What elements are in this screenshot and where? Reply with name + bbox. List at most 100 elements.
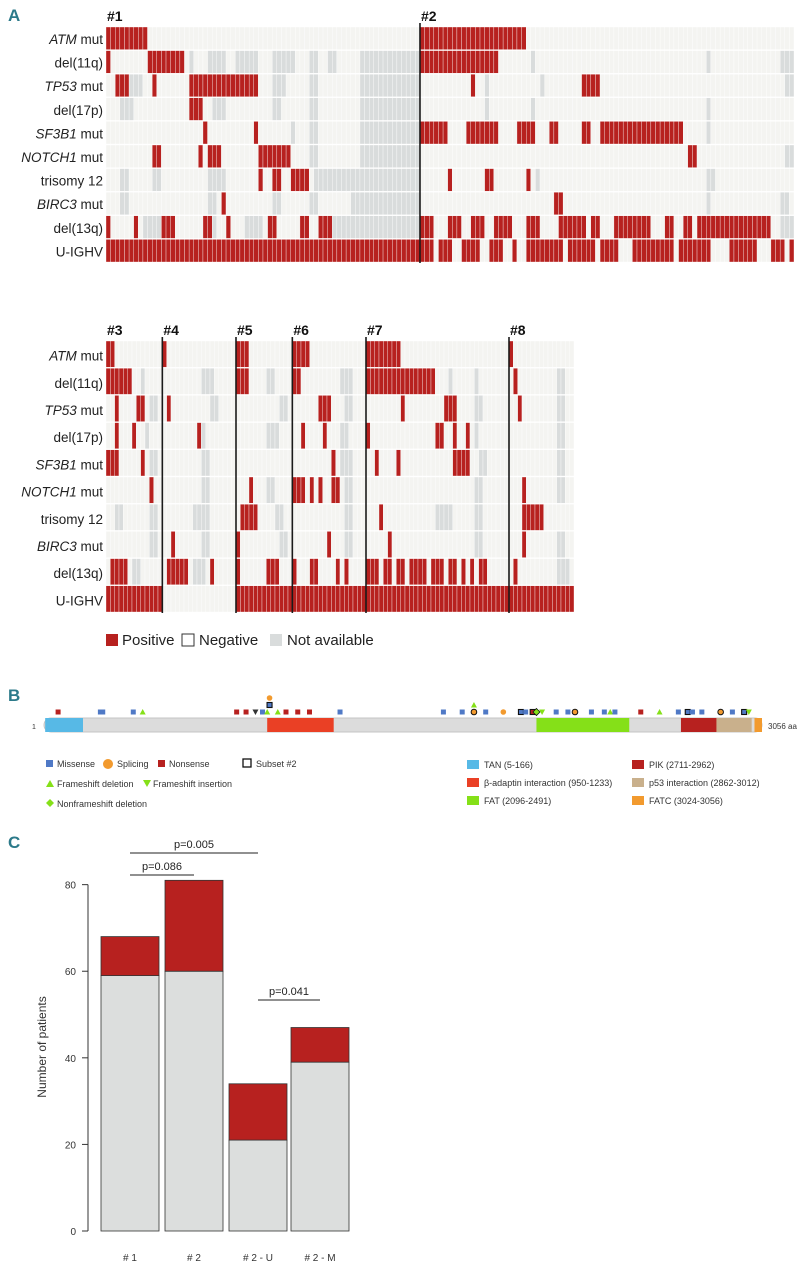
- mutation-missense: [260, 709, 266, 715]
- heatmap-cell-negative: [535, 144, 541, 168]
- heatmap-cell-negative: [669, 168, 675, 192]
- heatmap-cell-positive: [378, 504, 384, 531]
- heatmap-cell-positive: [335, 476, 341, 504]
- heatmap-cell-negative: [576, 26, 582, 50]
- group-label: #2: [421, 8, 437, 24]
- heatmap-cell-negative: [225, 50, 231, 74]
- heatmap-cell-negative: [410, 26, 416, 50]
- heatmap-cell-negative: [572, 26, 578, 50]
- heatmap-cell-negative: [212, 121, 217, 145]
- heatmap-cell-positive: [138, 26, 144, 50]
- heatmap-cell-positive: [387, 239, 393, 263]
- bar-positive: [100, 936, 160, 976]
- x-tick-label: # 2 - M: [304, 1253, 335, 1264]
- heatmap-cell-negative: [547, 476, 553, 504]
- heatmap-cell-na: [373, 215, 379, 239]
- heatmap-cell-negative: [770, 74, 776, 97]
- heatmap-cell-negative: [562, 239, 568, 263]
- heatmap-cell-negative: [295, 50, 301, 74]
- heatmap-cell-negative: [469, 476, 475, 504]
- heatmap-cell-negative: [547, 558, 553, 585]
- heatmap-cell-negative: [296, 504, 302, 531]
- heatmap-cell-negative: [517, 476, 523, 504]
- heatmap-cell-negative: [274, 449, 280, 477]
- heatmap-cell-negative: [235, 26, 241, 50]
- heatmap-cell-positive: [355, 239, 361, 263]
- heatmap-cell-positive: [539, 504, 544, 531]
- heatmap-cell-negative: [456, 476, 462, 504]
- heatmap-cell-positive: [521, 504, 527, 531]
- heatmap-cell-negative: [569, 476, 575, 504]
- heatmap-cell-na: [401, 121, 407, 145]
- heatmap-cell-negative: [613, 168, 619, 192]
- heatmap-cell-negative: [618, 26, 624, 50]
- heatmap-cell-positive: [309, 585, 315, 613]
- heatmap-cell-positive: [498, 26, 504, 50]
- heatmap-cell-positive: [500, 585, 505, 613]
- heatmap-cell-negative: [147, 192, 153, 215]
- panel-c-label: C: [8, 833, 21, 852]
- heatmap-cell-negative: [218, 395, 224, 422]
- heatmap-cell-negative: [239, 97, 245, 121]
- heatmap-cell-negative: [417, 340, 423, 368]
- heatmap-cell-negative: [267, 26, 273, 50]
- heatmap-cell-na: [405, 50, 411, 74]
- heatmap-cell-negative: [374, 422, 380, 449]
- heatmap-cell-negative: [484, 215, 490, 239]
- heatmap-cell-negative: [715, 192, 721, 215]
- heatmap-cell-negative: [240, 449, 245, 477]
- heatmap-cell-negative: [442, 74, 448, 97]
- heatmap-cell-negative: [322, 449, 328, 477]
- heatmap-cell-negative: [335, 340, 341, 368]
- heatmap-cell-positive: [128, 239, 134, 263]
- heatmap-cell-negative: [487, 340, 492, 368]
- heatmap-cell-negative: [170, 97, 176, 121]
- heatmap-cell-negative: [214, 340, 219, 368]
- heatmap-cell-negative: [105, 144, 111, 168]
- heatmap-cell-negative: [622, 239, 628, 263]
- heatmap-cell-na: [410, 215, 416, 239]
- heatmap-cell-negative: [267, 121, 273, 145]
- heatmap-cell-negative: [544, 192, 550, 215]
- heatmap-cell-positive: [448, 395, 453, 422]
- heatmap-cell-negative: [383, 395, 388, 422]
- heatmap-cell-negative: [240, 558, 245, 585]
- heatmap-cell-positive: [475, 50, 481, 74]
- heatmap-cell-positive: [272, 168, 278, 192]
- heatmap-cell-negative: [747, 74, 753, 97]
- heatmap-cell-positive: [308, 239, 314, 263]
- heatmap-cell-negative: [170, 121, 176, 145]
- heatmap-cell-positive: [516, 26, 522, 50]
- heatmap-cell-negative: [183, 395, 189, 422]
- heatmap-cell-negative: [262, 192, 268, 215]
- heatmap-cell-positive: [170, 531, 176, 558]
- heatmap-cell-positive: [253, 585, 258, 613]
- heatmap-cell-negative: [484, 192, 490, 215]
- heatmap-cell-negative: [313, 449, 319, 477]
- heatmap-cell-negative: [435, 368, 440, 395]
- heatmap-cell-negative: [659, 215, 665, 239]
- heatmap-cell-positive: [147, 50, 153, 74]
- heatmap-cell-negative: [299, 74, 305, 97]
- heatmap-cell-negative: [352, 531, 358, 558]
- heatmap-cell-negative: [443, 368, 449, 395]
- heatmap-cell-negative: [586, 192, 592, 215]
- heatmap-cell-positive: [207, 239, 213, 263]
- heatmap-cell-na: [387, 121, 393, 145]
- heatmap-cell-negative: [193, 26, 199, 50]
- heatmap-cell-negative: [569, 368, 575, 395]
- heatmap-cell-positive: [789, 239, 795, 263]
- heatmap-cell-negative: [719, 144, 725, 168]
- heatmap-cell-negative: [512, 215, 518, 239]
- row-label: TP53 mut: [44, 79, 103, 94]
- heatmap-cell-negative: [687, 192, 693, 215]
- heatmap-cell-negative: [429, 97, 435, 121]
- heatmap-cell-negative: [655, 26, 661, 50]
- heatmap-cell-negative: [613, 74, 619, 97]
- heatmap-cell-na: [138, 74, 144, 97]
- heatmap-cell-negative: [105, 168, 111, 192]
- heatmap-cell-negative: [424, 144, 430, 168]
- heatmap-cell-negative: [322, 50, 328, 74]
- heatmap-cell-negative: [452, 340, 458, 368]
- heatmap-cell-negative: [128, 192, 134, 215]
